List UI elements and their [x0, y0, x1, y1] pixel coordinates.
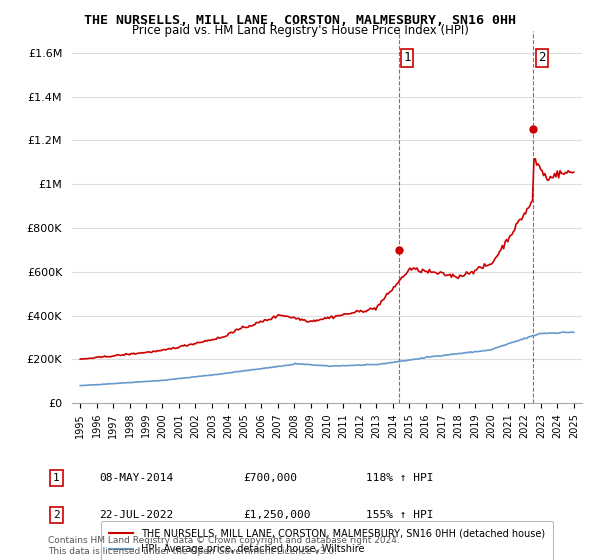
Text: £1,250,000: £1,250,000	[243, 510, 310, 520]
Text: 22-JUL-2022: 22-JUL-2022	[100, 510, 173, 520]
Text: THE NURSELLS, MILL LANE, CORSTON, MALMESBURY, SN16 0HH: THE NURSELLS, MILL LANE, CORSTON, MALMES…	[84, 14, 516, 27]
Text: 2: 2	[538, 52, 546, 64]
Text: 1: 1	[53, 473, 60, 483]
Text: 2: 2	[53, 510, 60, 520]
Text: 08-MAY-2014: 08-MAY-2014	[100, 473, 173, 483]
Legend: THE NURSELLS, MILL LANE, CORSTON, MALMESBURY, SN16 0HH (detached house), HPI: Av: THE NURSELLS, MILL LANE, CORSTON, MALMES…	[101, 521, 553, 560]
Text: Contains HM Land Registry data © Crown copyright and database right 2024.: Contains HM Land Registry data © Crown c…	[48, 536, 400, 545]
Text: This data is licensed under the Open Government Licence v3.0.: This data is licensed under the Open Gov…	[48, 547, 337, 556]
Text: 118% ↑ HPI: 118% ↑ HPI	[366, 473, 434, 483]
Text: 1: 1	[403, 52, 411, 64]
Text: Price paid vs. HM Land Registry's House Price Index (HPI): Price paid vs. HM Land Registry's House …	[131, 24, 469, 37]
Text: 155% ↑ HPI: 155% ↑ HPI	[366, 510, 434, 520]
Text: £700,000: £700,000	[243, 473, 297, 483]
